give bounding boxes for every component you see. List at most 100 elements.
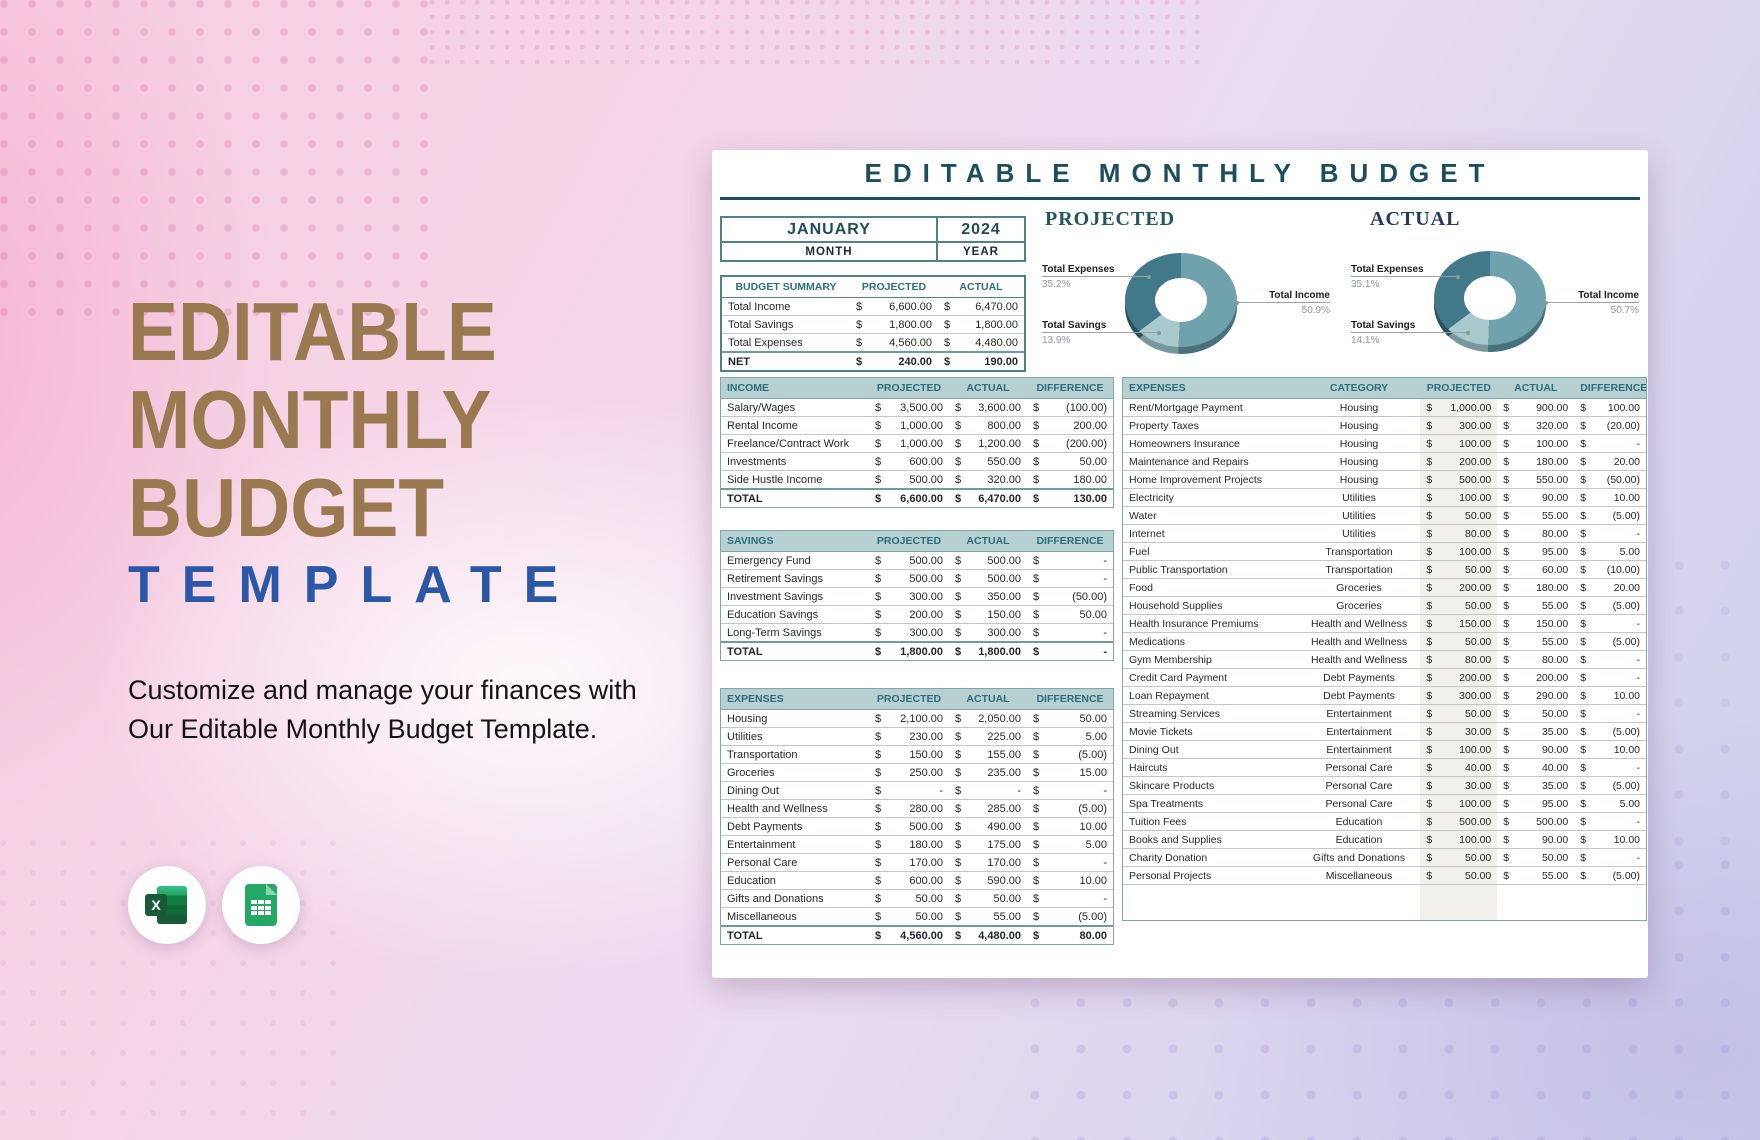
currency-sign: $ xyxy=(1420,470,1435,489)
detail-difference-value: 10.00 xyxy=(1588,686,1646,705)
total-actual: 1,800.00 xyxy=(965,641,1028,660)
currency-sign: $ xyxy=(949,853,965,872)
currency-sign: $ xyxy=(1574,578,1589,597)
expense-detail-row: Tuition Fees Education $ 500.00 $ 500.00… xyxy=(1123,812,1646,831)
income-difference-value: 50.00 xyxy=(1043,452,1114,471)
currency-sign: $ xyxy=(1574,632,1589,651)
leader-line xyxy=(1426,274,1460,279)
currency-sign: $ xyxy=(949,709,965,728)
expense-detail-row: Homeowners Insurance Housing $ 100.00 $ … xyxy=(1123,434,1646,453)
leader-line xyxy=(1544,300,1564,305)
currency-sign: $ xyxy=(869,781,885,800)
income-actual-value: 800.00 xyxy=(965,416,1028,435)
income-row: Salary/Wages $ 3,500.00 $ 3,600.00 $ (10… xyxy=(721,398,1114,417)
currency-sign: $ xyxy=(869,763,885,782)
currency-sign: $ xyxy=(1027,925,1044,944)
currency-sign: $ xyxy=(869,641,885,660)
income-row-label: Rental Income xyxy=(721,416,869,435)
currency-sign: $ xyxy=(869,853,885,872)
detail-actual-value: 95.00 xyxy=(1511,794,1575,813)
currency-sign: $ xyxy=(1027,398,1044,417)
summary-projected-value: 6,600.00 xyxy=(864,297,938,316)
detail-row-category: Miscellaneous xyxy=(1297,866,1421,885)
detail-projected-value: 30.00 xyxy=(1434,722,1498,741)
currency-sign: $ xyxy=(1574,686,1589,705)
title-rule xyxy=(720,197,1640,200)
year-value-cell[interactable]: 2024 xyxy=(937,218,1024,243)
income-row: Rental Income $ 1,000.00 $ 800.00 $ 200.… xyxy=(721,416,1114,435)
income-projected-value: 500.00 xyxy=(885,470,949,490)
detail-difference-value: - xyxy=(1588,524,1646,543)
total-difference: 80.00 xyxy=(1043,925,1114,944)
currency-sign: $ xyxy=(1497,596,1512,615)
expenses-row-label: Dining Out xyxy=(721,781,869,800)
currency-sign: $ xyxy=(1027,835,1044,854)
expenses-actual-value: 175.00 xyxy=(965,835,1028,854)
detail-projected-value: 80.00 xyxy=(1434,650,1498,669)
income-projected-value: 1,000.00 xyxy=(885,416,949,435)
income-row-label: Freelance/Contract Work xyxy=(721,434,869,453)
leader-line xyxy=(1117,330,1161,335)
detail-actual-value: 80.00 xyxy=(1511,650,1575,669)
detail-row-category: Debt Payments xyxy=(1297,686,1421,705)
currency-sign: $ xyxy=(1574,452,1589,471)
detail-row-category: Housing xyxy=(1297,398,1421,417)
detail-actual-value: 500.00 xyxy=(1511,812,1575,831)
detail-row-label: Movie Tickets xyxy=(1123,722,1298,741)
expenses-row: Health and Wellness $ 280.00 $ 285.00 $ … xyxy=(721,799,1114,818)
detail-row-label: Streaming Services xyxy=(1123,704,1298,723)
currency-sign: $ xyxy=(1574,704,1589,723)
currency-sign: $ xyxy=(1027,907,1044,927)
budget-sheet-card: EDITABLE MONTHLY BUDGET JANUARY 2024 MON… xyxy=(712,150,1648,978)
detail-difference-value: (5.00) xyxy=(1588,506,1646,525)
expenses-projected-value: 150.00 xyxy=(885,745,949,764)
currency-sign: $ xyxy=(1420,668,1435,687)
currency-sign: $ xyxy=(949,925,965,944)
detail-row-category: Entertainment xyxy=(1297,740,1421,759)
total-difference: - xyxy=(1043,641,1114,660)
expenses-row-label: Utilities xyxy=(721,727,869,746)
expenses-row-label: Gifts and Donations xyxy=(721,889,869,908)
halftone-dots-top xyxy=(430,0,1210,64)
income-row: Side Hustle Income $ 500.00 $ 320.00 $ 1… xyxy=(721,470,1114,490)
detail-row-category: Utilities xyxy=(1297,524,1421,543)
currency-sign: $ xyxy=(1497,722,1512,741)
income-actual-value: 1,200.00 xyxy=(965,434,1028,453)
google-sheets-badge[interactable] xyxy=(222,866,300,944)
excel-icon: X xyxy=(145,885,189,925)
savings-projected-value: 500.00 xyxy=(885,551,949,570)
expenses-header-difference: DIFFERENCE xyxy=(1027,689,1114,710)
detail-row-label: Fuel xyxy=(1123,542,1298,561)
detail-row-category: Health and Wellness xyxy=(1297,650,1421,669)
currency-sign: $ xyxy=(869,551,885,570)
detail-actual-value: 550.00 xyxy=(1511,470,1575,489)
savings-actual-value: 150.00 xyxy=(965,605,1028,624)
detail-row-category: Health and Wellness xyxy=(1297,632,1421,651)
detail-row-label: Electricity xyxy=(1123,488,1298,507)
expenses-difference-value: - xyxy=(1043,889,1114,908)
detail-actual-value: 80.00 xyxy=(1511,524,1575,543)
expenses-projected-value: 600.00 xyxy=(885,871,949,890)
format-badges: X xyxy=(128,866,300,944)
detail-row-label: Homeowners Insurance xyxy=(1123,434,1298,453)
projected-expenses-callout: Total Expenses 35.2% xyxy=(1042,263,1117,291)
detail-difference-value: 20.00 xyxy=(1588,452,1646,471)
detail-projected-value: 100.00 xyxy=(1434,794,1498,813)
detail-row-category: Debt Payments xyxy=(1297,668,1421,687)
income-table: INCOME PROJECTED ACTUAL DIFFERENCE Salar… xyxy=(720,377,1114,508)
savings-actual-value: 500.00 xyxy=(965,569,1028,588)
expense-detail-row: Haircuts Personal Care $ 40.00 $ 40.00 $… xyxy=(1123,758,1646,777)
detail-projected-value: 50.00 xyxy=(1434,596,1498,615)
currency-sign: $ xyxy=(1497,848,1512,867)
currency-sign: $ xyxy=(1574,398,1589,417)
headline-line-3: BUDGET xyxy=(128,460,445,555)
currency-sign: $ xyxy=(1574,776,1589,795)
currency-sign: $ xyxy=(1574,812,1589,831)
detail-difference-value: - xyxy=(1588,650,1646,669)
currency-sign: $ xyxy=(1574,740,1589,759)
month-value-cell[interactable]: JANUARY xyxy=(722,218,938,243)
currency-sign: $ xyxy=(869,569,885,588)
currency-sign: $ xyxy=(949,871,965,890)
excel-badge[interactable]: X xyxy=(128,866,206,944)
currency-sign: $ xyxy=(949,434,965,453)
